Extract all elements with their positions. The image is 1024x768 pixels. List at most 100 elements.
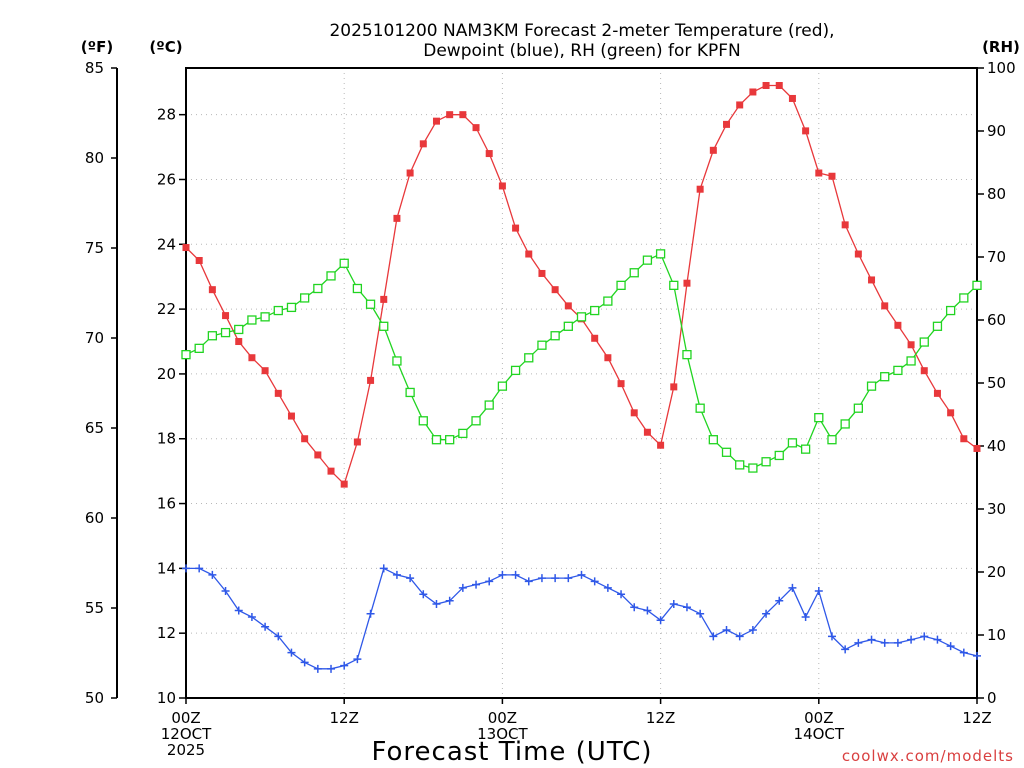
temperature-point — [617, 380, 625, 388]
rh-point — [576, 312, 587, 322]
dewpoint-point — [313, 664, 322, 673]
rh-point — [853, 403, 863, 413]
rh-point — [642, 255, 653, 265]
fahrenheit-tick-label: 70 — [85, 329, 104, 347]
rh-point — [418, 416, 428, 426]
celsius-tick-label: 20 — [157, 365, 176, 383]
rh-point — [273, 305, 283, 316]
temperature-point — [736, 101, 744, 109]
dewpoint-point — [300, 658, 309, 667]
dewpoint-point — [617, 590, 626, 599]
temperature-line — [185, 84, 978, 486]
rh-point — [379, 321, 389, 331]
rh-point — [524, 353, 534, 363]
dewpoint-point — [880, 638, 889, 647]
temperature-point — [670, 383, 678, 391]
dewpoint-point — [814, 587, 823, 596]
rh-point — [906, 356, 916, 366]
dewpoint-point — [498, 570, 507, 579]
time-tick-label: 14OCT — [794, 725, 845, 743]
rh-point — [932, 321, 943, 331]
time-tick-label: 2025 — [167, 741, 205, 759]
dewpoint-point — [234, 606, 243, 615]
temperature-point — [340, 480, 348, 488]
temperature-point — [960, 435, 968, 443]
dewpoint-point — [854, 638, 863, 647]
dewpoint-point — [722, 625, 731, 634]
rh-point — [616, 280, 626, 291]
dewpoint-point — [603, 583, 612, 592]
temperature-point — [933, 389, 941, 397]
temperature-point — [432, 117, 440, 125]
dewpoint-point — [419, 590, 428, 599]
dewpoint-point — [788, 583, 797, 592]
dewpoint-point — [208, 570, 217, 579]
temperature-point — [723, 120, 731, 128]
rh-series — [181, 249, 982, 473]
time-tick-label: 00Z — [171, 709, 200, 727]
rh-point — [721, 447, 732, 457]
dewpoint-point — [340, 661, 349, 670]
dewpoint-point — [287, 648, 296, 657]
temperature-point — [406, 169, 414, 177]
fahrenheit-tick-label: 80 — [85, 149, 104, 167]
plot-frame — [185, 67, 978, 699]
dewpoint-point — [973, 651, 981, 660]
dewpoint-point — [432, 600, 441, 609]
dewpoint-point — [247, 612, 256, 621]
credit-text[interactable]: coolwx.com/modelts — [842, 747, 1014, 765]
temperature-point — [472, 124, 480, 132]
temperature-point — [802, 127, 810, 135]
dewpoint-point — [775, 596, 784, 605]
rh-point — [787, 438, 798, 448]
rh-tick-label: 40 — [987, 437, 1006, 455]
temperature-point — [788, 94, 796, 102]
rh-point — [339, 258, 349, 268]
rh-point — [313, 283, 323, 294]
rh-point — [866, 381, 877, 391]
temperature-point — [301, 435, 309, 443]
temperature-point — [538, 269, 546, 277]
temperature-point — [643, 428, 651, 436]
rh-tick-label: 60 — [987, 311, 1006, 329]
dewpoint-point — [182, 564, 190, 573]
temperature-point — [604, 354, 612, 362]
rh-point — [550, 331, 560, 341]
dewpoint-point — [907, 635, 916, 644]
celsius-tick-label: 18 — [157, 430, 176, 448]
dewpoint-point — [524, 577, 533, 586]
temperature-point — [287, 412, 295, 420]
fahrenheit-tick-label: 50 — [85, 689, 104, 707]
dewpoint-point — [748, 625, 757, 634]
temperature-point — [762, 82, 770, 89]
rh-point — [484, 400, 494, 410]
temperature-point — [749, 88, 757, 96]
rh-point — [260, 312, 270, 322]
rh-point — [629, 268, 639, 278]
rh-point — [774, 450, 784, 461]
rh-tick-label: 70 — [987, 248, 1006, 266]
dewpoint-point — [379, 564, 388, 573]
rh-point — [880, 372, 890, 382]
rh-point — [247, 315, 257, 325]
dewpoint-point — [392, 570, 401, 579]
dewpoint-point — [735, 632, 744, 641]
rh-point — [365, 299, 376, 309]
temperature-point — [657, 441, 665, 449]
dewpoint-line — [186, 567, 978, 670]
dewpoint-point — [841, 645, 850, 654]
temperature-point — [380, 295, 388, 303]
temperature-point — [828, 172, 836, 180]
temperature-point — [683, 279, 691, 287]
dewpoint-point — [551, 574, 560, 583]
dewpoint-point — [696, 609, 705, 618]
celsius-tick-label: 12 — [157, 624, 176, 642]
dewpoint-point — [827, 632, 836, 641]
rh-point — [445, 435, 455, 445]
temperature-point — [696, 185, 704, 193]
rh-point — [893, 365, 903, 376]
temperature-point — [446, 111, 454, 119]
temperature-point — [498, 182, 506, 190]
dewpoint-point — [445, 596, 454, 605]
